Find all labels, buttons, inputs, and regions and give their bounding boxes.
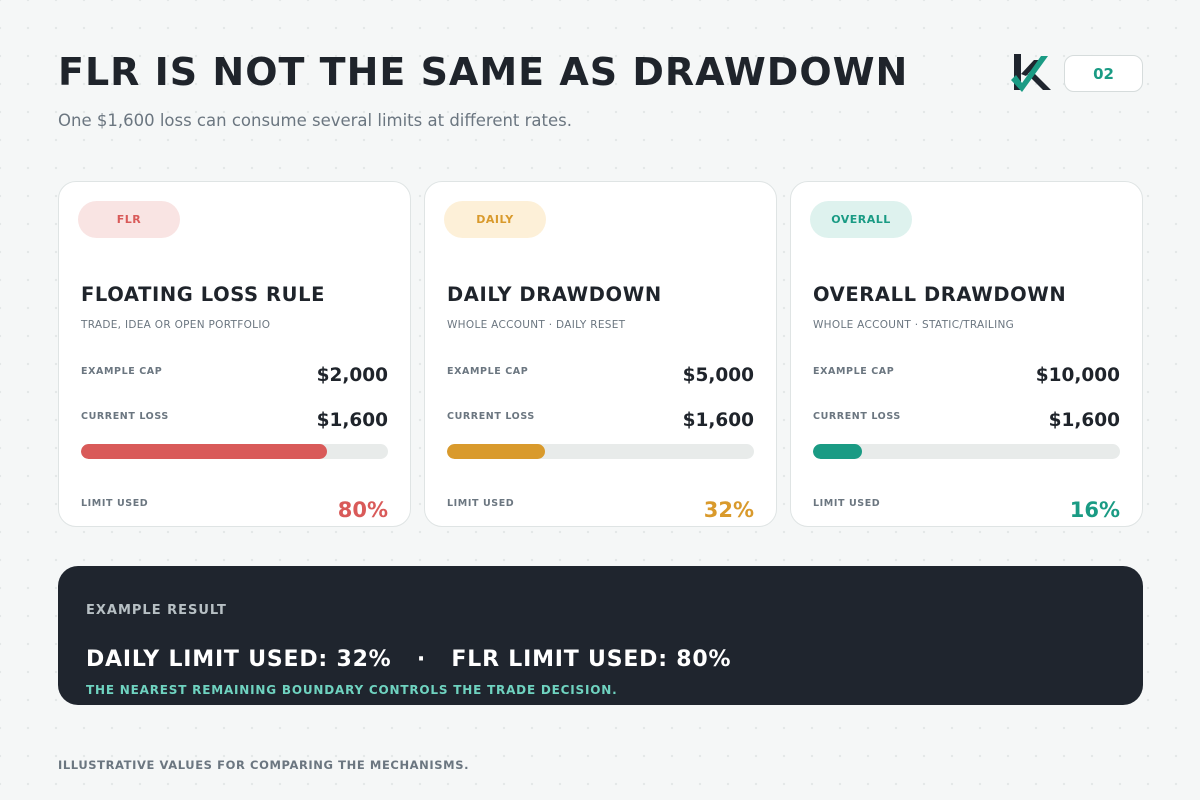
example-cap-label: EXAMPLE CAP: [447, 366, 529, 377]
example-cap-label: EXAMPLE CAP: [81, 366, 163, 377]
footnote: ILLUSTRATIVE VALUES FOR COMPARING THE ME…: [58, 758, 470, 772]
result-summary: DAILY LIMIT USED: 32% · FLR LIMIT USED: …: [86, 647, 732, 672]
card-subtitle: WHOLE ACCOUNT · STATIC/TRAILING: [813, 319, 1015, 331]
limit-used-value: 16%: [1069, 498, 1120, 522]
current-loss-label: CURRENT LOSS: [813, 411, 901, 422]
limit-progress-bar: [813, 444, 1120, 459]
card-subtitle: TRADE, IDEA OR OPEN PORTFOLIO: [81, 319, 271, 331]
result-note: THE NEAREST REMAINING BOUNDARY CONTROLS …: [86, 683, 618, 697]
example-cap-value: $2,000: [316, 365, 388, 386]
limit-used-label: LIMIT USED: [447, 498, 515, 509]
card-title: DAILY DRAWDOWN: [447, 283, 662, 306]
limit-used-value: 32%: [703, 498, 754, 522]
current-loss-label: CURRENT LOSS: [447, 411, 535, 422]
page-subtitle: One $1,600 loss can consume several limi…: [58, 111, 572, 130]
current-loss-value: $1,600: [316, 410, 388, 431]
example-result-panel: EXAMPLE RESULT DAILY LIMIT USED: 32% · F…: [58, 566, 1143, 705]
card-daily: DAILY DAILY DRAWDOWN WHOLE ACCOUNT · DAI…: [424, 181, 777, 527]
example-cap-value: $10,000: [1035, 365, 1120, 386]
card-flr: FLR FLOATING LOSS RULE TRADE, IDEA OR OP…: [58, 181, 411, 527]
limit-used-value: 80%: [337, 498, 388, 522]
card-overall: OVERALL OVERALL DRAWDOWN WHOLE ACCOUNT ·…: [790, 181, 1143, 527]
page-number-badge: 02: [1064, 55, 1143, 92]
current-loss-label: CURRENT LOSS: [81, 411, 169, 422]
current-loss-value: $1,600: [682, 410, 754, 431]
card-tag-flr: FLR: [78, 201, 180, 238]
page-title: FLR IS NOT THE SAME AS DRAWDOWN: [58, 50, 909, 94]
limit-used-label: LIMIT USED: [813, 498, 881, 509]
card-title: OVERALL DRAWDOWN: [813, 283, 1067, 306]
limit-progress-fill: [813, 444, 863, 459]
result-label: EXAMPLE RESULT: [86, 603, 227, 618]
k-check-logo-icon: [1011, 54, 1051, 92]
limit-progress-fill: [81, 444, 327, 459]
limit-progress-bar: [81, 444, 388, 459]
card-tag-daily: DAILY: [444, 201, 546, 238]
card-title: FLOATING LOSS RULE: [81, 283, 326, 306]
example-cap-value: $5,000: [682, 365, 754, 386]
limit-used-label: LIMIT USED: [81, 498, 149, 509]
card-tag-overall: OVERALL: [810, 201, 912, 238]
card-subtitle: WHOLE ACCOUNT · DAILY RESET: [447, 319, 626, 331]
limit-progress-bar: [447, 444, 754, 459]
example-cap-label: EXAMPLE CAP: [813, 366, 895, 377]
limit-progress-fill: [447, 444, 546, 459]
current-loss-value: $1,600: [1048, 410, 1120, 431]
